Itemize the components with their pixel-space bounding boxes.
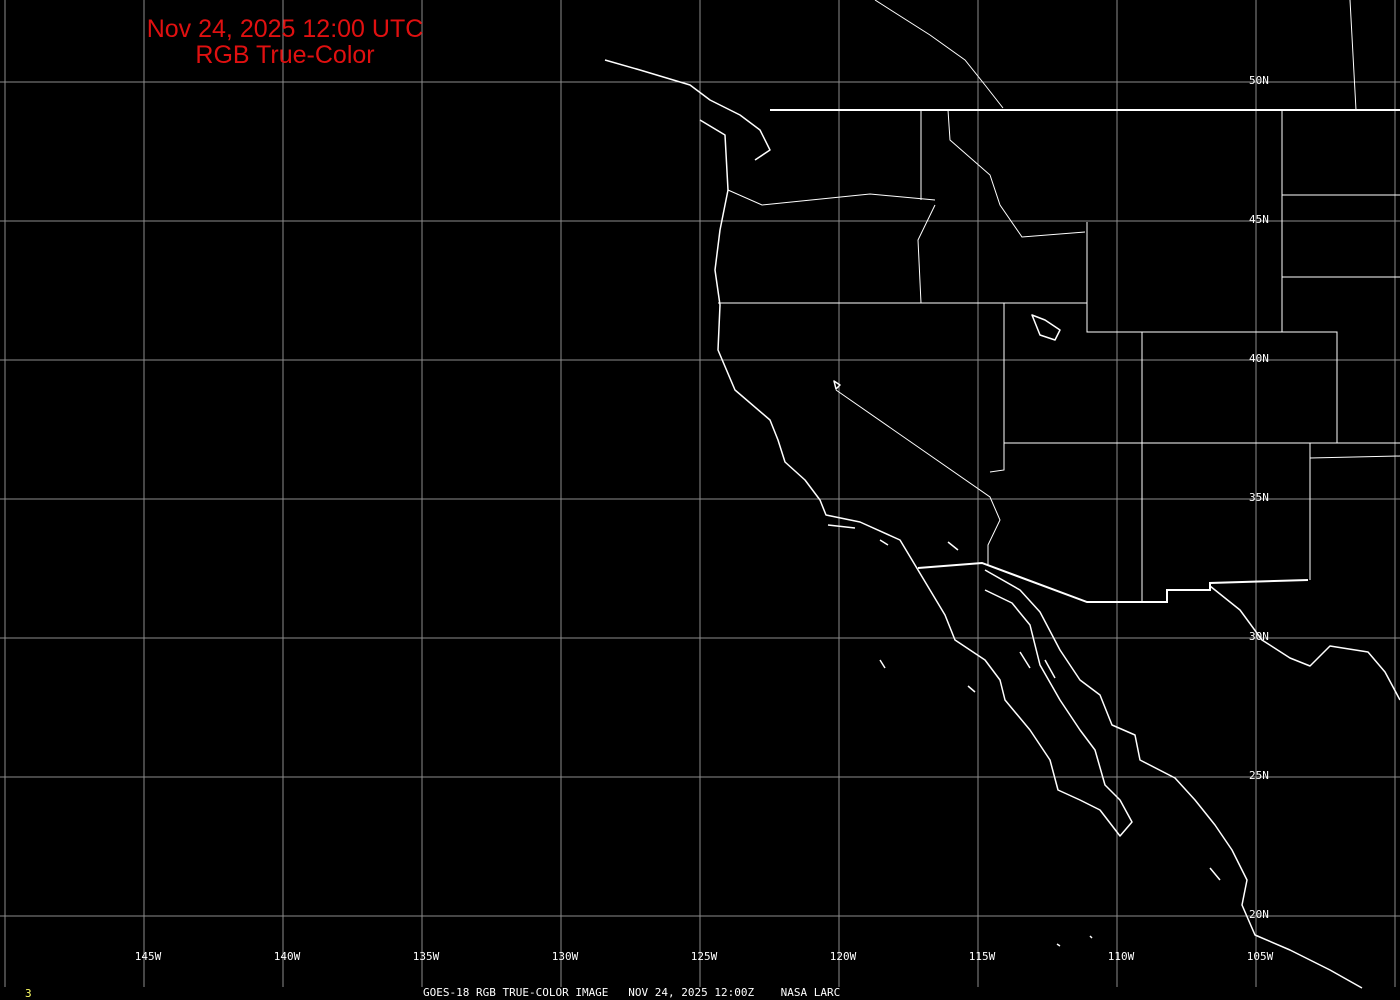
great-salt-lake [1031,314,1061,341]
canada-provincial-border [874,0,1357,111]
latitude-label: 25N [1249,769,1269,782]
lake-tahoe [833,380,841,390]
or-id-border [917,204,936,304]
dakota-borders [1281,110,1400,332]
ca-nv-border [835,389,1001,565]
map-title-product: RGB True-Color [195,41,375,69]
footer-caption: GOES-18 RGB TRUE-COLOR IMAGE NOV 24, 202… [423,986,841,999]
latitude-label: 35N [1249,491,1269,504]
wyoming-borders [1086,222,1338,602]
islands [827,524,1221,947]
longitude-label: 105W [1246,950,1274,963]
latitude-label: 45N [1249,213,1269,226]
longitude-label: 120W [829,950,857,963]
political-borders [718,0,1400,603]
coastline-north-pacific [604,59,1133,837]
us-mexico-border [917,561,1309,603]
wa-or-border [727,189,936,206]
latitude-label: 40N [1249,352,1269,365]
longitude-label: 125W [690,950,718,963]
longitude-label: 140W [273,950,301,963]
id-mt-border [947,109,1086,238]
coastline-gulf-of-california [984,569,1363,989]
longitude-label: 115W [968,950,996,963]
map-title-date: Nov 24, 2025 12:00 UTC [146,15,424,43]
coastlines [604,59,1400,989]
longitude-label: 110W [1107,950,1135,963]
nv-ut-border [989,303,1005,473]
nm-east-border [1309,443,1400,580]
frame-number: 3 [25,987,32,1000]
longitude-label: 130W [551,950,579,963]
longitude-label: 145W [134,950,162,963]
latitude-label: 50N [1249,74,1269,87]
longitude-label: 135W [412,950,440,963]
latitude-label: 30N [1249,630,1269,643]
latitude-label: 20N [1249,908,1269,921]
coastline-gulf-of-mexico [1209,585,1400,701]
